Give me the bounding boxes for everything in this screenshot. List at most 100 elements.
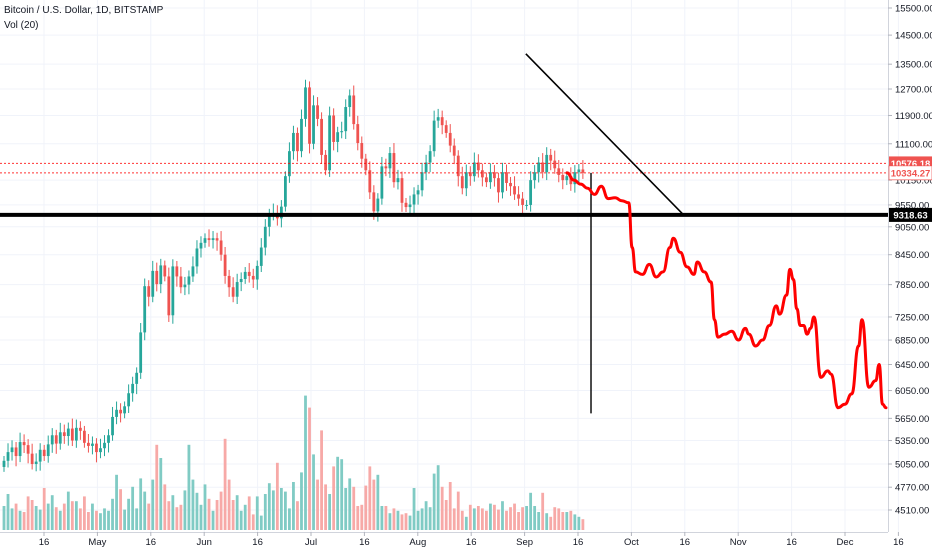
- volume-bar: [396, 510, 400, 530]
- volume-bar: [107, 510, 110, 530]
- volume-bar: [227, 479, 231, 530]
- candle-body: [324, 154, 327, 171]
- price-badge[interactable]: [889, 207, 932, 222]
- candlestick-series: [2, 79, 585, 472]
- time-tick-label: Jun: [197, 537, 212, 548]
- volume-bar: [424, 501, 428, 530]
- volume-bar: [259, 515, 263, 530]
- volume-bar: [239, 510, 243, 530]
- price-tick-label: 12700.00: [895, 85, 932, 96]
- candle-body: [501, 172, 504, 193]
- volume-bar: [14, 503, 18, 530]
- volume-bar: [22, 512, 26, 530]
- volume-bar: [155, 444, 159, 530]
- volume-bar: [74, 501, 78, 530]
- time-axis[interactable]: 16 May 16 Jun 16 Jul 16 Aug 16 Sep 16 Oct 16 Nov 16 Dec…: [0, 532, 904, 548]
- candle-body: [267, 214, 271, 227]
- candle-body: [235, 282, 239, 297]
- candle-body: [34, 461, 38, 465]
- trend-line[interactable]: [525, 53, 685, 216]
- volume-bar: [460, 510, 464, 530]
- volume-legend[interactable]: Vol (20): [4, 20, 39, 31]
- volume-bar: [199, 504, 203, 530]
- volume-bar: [364, 485, 368, 530]
- volume-bar: [501, 501, 504, 530]
- volume-bar: [316, 479, 319, 530]
- candle-body: [111, 416, 114, 436]
- candle-body: [203, 238, 207, 243]
- volume-bar: [541, 492, 545, 530]
- symbol-legend[interactable]: Bitcoin / U.S. Dollar, 1D, BITSTAMP: [4, 5, 164, 16]
- candle-body: [131, 383, 135, 394]
- volume-bar: [46, 503, 50, 530]
- candle-body: [284, 176, 287, 207]
- volume-bar: [207, 498, 211, 530]
- candle-body: [480, 170, 484, 178]
- candle-body: [107, 435, 110, 443]
- candle-body: [54, 435, 58, 444]
- volume-bar: [581, 519, 585, 530]
- price-tick-label: 5650.00: [895, 414, 929, 425]
- volume-bar: [50, 495, 54, 530]
- candle-body: [557, 168, 561, 175]
- candle-body: [187, 276, 191, 285]
- candle-body: [440, 117, 444, 126]
- price-badge-label: 10334.27: [891, 168, 931, 179]
- price-tick-label: 6050.00: [895, 386, 929, 397]
- volume-bar: [573, 514, 577, 530]
- candle-body: [30, 453, 34, 465]
- candle-body: [489, 172, 492, 183]
- price-badge[interactable]: [888, 165, 932, 181]
- time-tick-label: 16: [252, 537, 263, 548]
- candle-body: [412, 194, 416, 205]
- volume-bar: [91, 503, 94, 530]
- candle-body: [408, 204, 412, 208]
- volume-bar: [549, 516, 553, 530]
- volume-bar: [275, 462, 279, 530]
- price-tick-label: 9050.00: [895, 222, 929, 233]
- volume-bar: [324, 484, 327, 530]
- candle-body: [227, 275, 231, 288]
- candle-body: [95, 443, 98, 453]
- price-axis[interactable]: 4510.00 4770.00 5050.00 5350.00 5650.00 6050.…: [888, 0, 932, 532]
- candle-body: [521, 198, 524, 205]
- candle-body: [167, 276, 171, 316]
- volume-bar: [480, 508, 484, 530]
- volume-bar: [320, 430, 323, 530]
- candle-body: [115, 409, 118, 417]
- price-tick-label: 4510.00: [895, 506, 929, 517]
- volume-bar: [436, 465, 440, 530]
- volume-bar: [175, 507, 179, 530]
- price-tick-label: 6450.00: [895, 360, 929, 371]
- volume-bar: [300, 472, 303, 530]
- volume-bar: [400, 514, 404, 530]
- candle-body: [243, 271, 247, 279]
- volume-bar: [452, 508, 456, 530]
- candle-body: [151, 270, 155, 297]
- price-tick-label: 13500.00: [895, 60, 932, 71]
- price-tick-label: 5050.00: [895, 460, 929, 471]
- candle-body: [400, 178, 404, 203]
- price-tick-label: 11900.00: [895, 111, 932, 122]
- candle-body: [569, 176, 573, 185]
- volume-bar: [304, 395, 307, 530]
- volume-bar: [428, 507, 432, 530]
- volume-bar: [159, 458, 163, 530]
- forecast-curve[interactable]: [565, 171, 888, 410]
- candle-body: [448, 132, 452, 146]
- user-drawings[interactable]: [525, 53, 888, 414]
- candle-body: [135, 372, 139, 384]
- volume-bar: [143, 491, 147, 530]
- time-tick-label: Oct: [624, 537, 639, 548]
- volume-bar: [440, 486, 444, 530]
- candle-body: [460, 176, 464, 189]
- volume-bar: [127, 498, 131, 530]
- candle-body: [26, 445, 30, 454]
- volume-bar: [42, 488, 46, 530]
- volume-bar: [392, 508, 396, 530]
- price-tick-label: 8450.00: [895, 250, 929, 261]
- time-tick-label: 16: [39, 537, 50, 548]
- candle-body: [545, 154, 549, 173]
